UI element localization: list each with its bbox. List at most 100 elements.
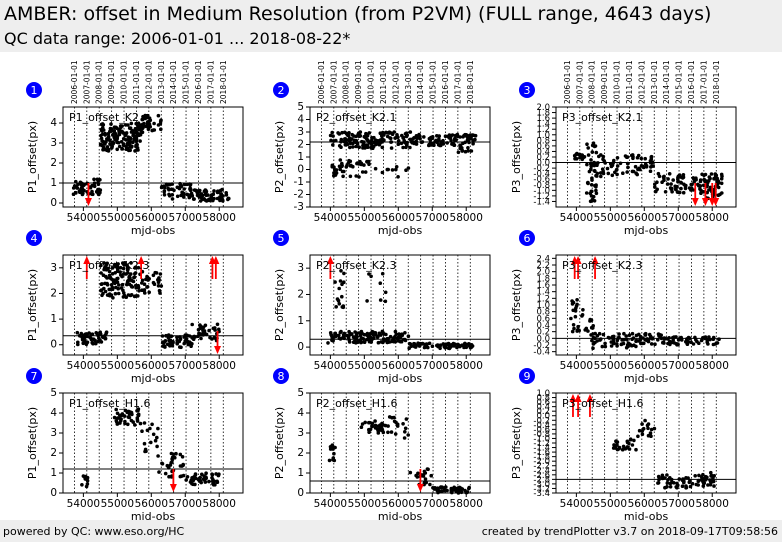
year-label: 2009-01-01	[107, 60, 116, 104]
data-point	[720, 174, 724, 179]
data-point	[389, 146, 394, 150]
y-tick-label: -0.6	[533, 425, 550, 435]
panel-number-badge	[273, 82, 289, 98]
data-point	[404, 168, 408, 172]
data-point	[332, 451, 336, 456]
data-point	[387, 415, 392, 419]
data-point	[215, 196, 220, 201]
data-point	[373, 426, 378, 430]
data-point	[676, 342, 680, 347]
data-point	[74, 179, 78, 184]
data-point	[622, 338, 626, 342]
y-tick-label: 4	[297, 407, 304, 419]
y-tick-label: 1.6	[536, 114, 550, 124]
year-label: 2015-01-01	[182, 60, 191, 104]
data-point	[570, 329, 575, 334]
data-point	[152, 128, 157, 132]
data-point	[699, 338, 704, 343]
data-point	[381, 133, 386, 137]
data-point	[110, 266, 115, 270]
data-point	[185, 475, 190, 479]
data-point	[354, 337, 359, 341]
y-tick-label: -0.2	[533, 341, 550, 351]
data-point	[166, 335, 171, 340]
data-point	[345, 132, 349, 136]
x-axis-label: mjd-obs	[131, 510, 176, 520]
data-point	[158, 122, 163, 126]
data-point	[591, 342, 596, 346]
data-point	[665, 481, 670, 485]
y-axis-label: P1_offset(px)	[26, 407, 39, 479]
data-point	[680, 484, 685, 489]
data-point	[690, 182, 694, 187]
data-point	[439, 141, 444, 145]
data-point	[112, 415, 117, 420]
data-point	[426, 467, 430, 472]
x-tick-label: 54000	[67, 360, 100, 372]
series-label: P2_offset_H1.6	[316, 397, 398, 410]
data-point	[378, 141, 382, 145]
data-point	[431, 142, 435, 146]
x-tick-label: 55000	[101, 498, 134, 510]
data-point	[640, 432, 645, 437]
data-point	[340, 164, 344, 168]
data-point	[428, 482, 432, 487]
data-point	[174, 451, 178, 456]
data-point	[706, 342, 710, 346]
data-point	[168, 338, 173, 343]
data-point	[371, 331, 375, 336]
data-point	[707, 179, 711, 183]
data-point	[665, 473, 669, 477]
data-point	[132, 136, 137, 140]
data-point	[148, 125, 152, 129]
data-point	[184, 478, 188, 482]
data-point	[389, 140, 394, 144]
data-point	[399, 339, 404, 344]
data-point	[217, 472, 221, 477]
data-point	[95, 190, 100, 194]
year-label: 2013-01-01	[404, 60, 413, 104]
data-point	[666, 341, 670, 346]
data-point	[625, 155, 629, 159]
data-point	[362, 163, 366, 167]
data-point	[686, 340, 691, 344]
data-point	[570, 302, 575, 306]
year-label: 2011-01-01	[132, 60, 141, 104]
x-axis-label: mjd-obs	[131, 372, 176, 385]
data-point	[368, 427, 373, 432]
y-tick-label: -3.2	[533, 484, 550, 494]
data-point	[119, 417, 123, 421]
data-point	[116, 276, 120, 281]
data-point	[92, 177, 96, 182]
data-point	[408, 130, 413, 134]
data-point	[117, 144, 122, 149]
data-point	[708, 337, 712, 342]
x-axis-label: mjd-obs	[624, 372, 669, 385]
data-point	[414, 139, 419, 144]
data-point	[663, 336, 668, 341]
data-point	[415, 136, 419, 141]
data-point	[466, 149, 471, 153]
data-point	[590, 189, 594, 194]
data-point	[646, 422, 651, 426]
data-point	[365, 333, 370, 338]
data-point	[406, 433, 411, 437]
data-point	[669, 480, 674, 485]
data-point	[467, 140, 471, 145]
data-point	[107, 269, 112, 274]
x-axis-label: mjd-obs	[378, 372, 423, 385]
x-tick-label: 54000	[314, 212, 347, 224]
y-tick-label: -3.0	[533, 480, 550, 490]
x-tick-label: 55000	[348, 498, 381, 510]
data-point	[142, 289, 146, 293]
outlier-arrow-head	[569, 394, 577, 402]
data-point	[594, 191, 599, 196]
data-point	[628, 342, 632, 347]
data-point	[129, 418, 134, 423]
data-point	[466, 146, 470, 150]
data-point	[158, 291, 162, 295]
data-point	[586, 180, 590, 185]
data-point	[145, 274, 149, 279]
y-tick-label: 0.4	[536, 147, 550, 157]
footer-credit[interactable]: powered by QC: www.eso.org/HC	[3, 525, 185, 538]
